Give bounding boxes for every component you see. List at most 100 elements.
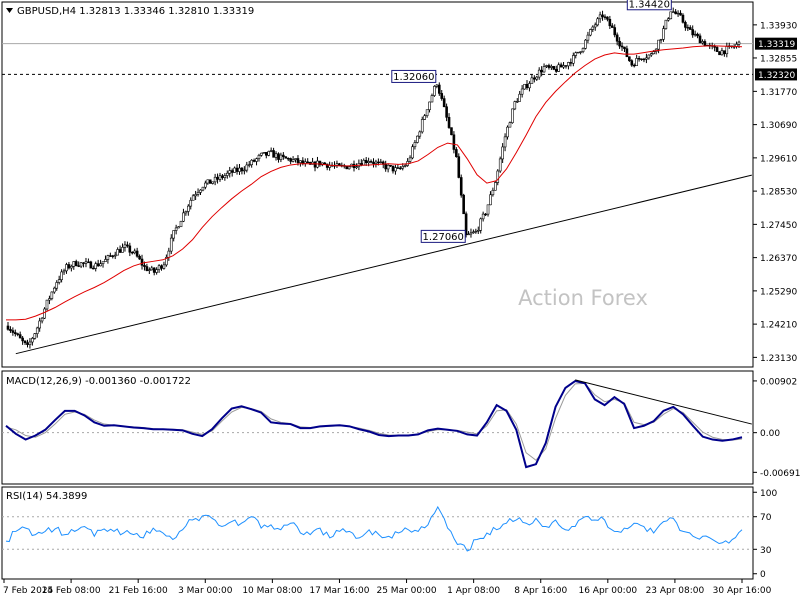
price-axis-ticks: 1.33930 1.32855 1.31770 1.30690 1.29610 1.285… <box>753 21 797 364</box>
candle-body <box>260 152 263 156</box>
candle-body <box>74 261 78 267</box>
candle-body <box>489 194 492 206</box>
candle-body <box>101 261 105 265</box>
candle-body <box>291 159 295 162</box>
candle-body <box>723 50 726 55</box>
candle-body <box>238 167 241 172</box>
candle-body <box>674 11 677 15</box>
candle-body <box>628 56 631 61</box>
candle-body <box>550 66 553 68</box>
candle-body <box>691 29 695 36</box>
price-tick-label: 1.33930 <box>760 21 797 31</box>
candle-body <box>179 220 183 228</box>
candle-body <box>311 161 314 165</box>
candle-body <box>40 317 44 322</box>
price-lines <box>2 43 753 75</box>
candle-body <box>652 51 656 54</box>
candle-body <box>152 267 156 273</box>
candle-body <box>211 181 214 184</box>
candle-body <box>243 169 246 172</box>
chart-menu-triangle-icon[interactable] <box>6 8 13 13</box>
candle-body <box>389 164 392 167</box>
price-tick-label: 1.26370 <box>760 254 797 264</box>
time-tick-label: 1 Apr 08:00 <box>447 586 500 596</box>
candle-body <box>715 47 719 52</box>
candle-body <box>111 255 115 257</box>
candle-body <box>318 160 322 166</box>
candle-body <box>218 175 222 180</box>
candle-body <box>545 65 548 67</box>
candle-body <box>116 249 119 256</box>
candle-body <box>160 265 163 269</box>
candle-body <box>681 14 685 23</box>
candle-body <box>394 167 397 172</box>
candle-body <box>355 166 358 169</box>
candle-body <box>60 271 63 280</box>
candle-body <box>601 14 604 18</box>
candle-body <box>411 146 414 159</box>
candle-body <box>725 46 729 55</box>
candle-body <box>21 337 24 342</box>
candle-body <box>204 182 207 188</box>
candle-body <box>498 158 502 172</box>
price-annotation-label: 1.27060 <box>423 232 464 243</box>
candle-body <box>642 58 646 61</box>
candle-body <box>428 101 431 111</box>
candle-body <box>140 258 144 266</box>
candle-body <box>118 249 122 253</box>
candle-body <box>187 205 190 212</box>
candle-body <box>437 84 441 94</box>
candle-body <box>569 62 573 64</box>
candle-body <box>52 287 56 293</box>
macd-lines: 0.00902 0.00 -0.006915 <box>2 377 800 479</box>
candle-body <box>615 34 619 42</box>
price-tick-label: 1.30690 <box>760 121 797 131</box>
candle-body <box>70 266 73 269</box>
candle-body <box>481 213 485 220</box>
time-tick-label: 25 Mar 00:00 <box>376 586 436 596</box>
candle-body <box>347 166 351 170</box>
candle-body <box>523 83 526 90</box>
candle-body <box>533 77 536 80</box>
rsi-panel: RSI(14) 54.3899 100 70 30 0 <box>1 486 777 580</box>
candle-body <box>686 27 690 29</box>
candle-body <box>598 14 602 20</box>
candle-body <box>525 83 529 89</box>
candle-body <box>138 255 141 260</box>
candle-body <box>84 261 88 264</box>
candle-body <box>484 213 487 216</box>
candle-body <box>608 18 612 27</box>
rsi-tick-label: 100 <box>760 489 777 499</box>
macd-tick-label: 0.00902 <box>760 377 797 387</box>
candle-body <box>679 12 682 16</box>
chart-header-text: GBPUSD,H4 1.32813 1.33346 1.32810 1.3331… <box>17 6 254 17</box>
support-level-tag: 1.32320 <box>758 71 795 81</box>
rsi-tick-label: 70 <box>760 513 772 523</box>
candle-body <box>547 65 551 68</box>
price-overlays: 1.32060 1.34420 1.27060 1.33319 1.32320 <box>6 0 797 355</box>
candle-body <box>513 101 517 110</box>
candle-body <box>584 39 587 49</box>
moving-average-line <box>6 45 743 321</box>
candle-body <box>57 279 61 283</box>
price-panel: GBPUSD,H4 1.32813 1.33346 1.32810 1.3331… <box>1 0 797 368</box>
candle-body <box>313 161 317 168</box>
candle-body <box>16 333 20 335</box>
candle-body <box>109 255 112 257</box>
candle-body <box>593 24 597 28</box>
candle-body <box>23 340 27 344</box>
candle-body <box>542 66 546 73</box>
candle-body <box>274 153 278 158</box>
candle-body <box>430 95 434 103</box>
candle-body <box>442 98 446 108</box>
candle-body <box>201 186 205 191</box>
candle-body <box>369 161 373 163</box>
current-price-tag-bg <box>755 37 797 50</box>
candle-body <box>589 29 592 36</box>
candle-body <box>126 244 129 247</box>
candle-body <box>506 126 509 138</box>
time-tick-label: 17 Mar 16:00 <box>309 586 369 596</box>
candle-body <box>452 134 456 150</box>
